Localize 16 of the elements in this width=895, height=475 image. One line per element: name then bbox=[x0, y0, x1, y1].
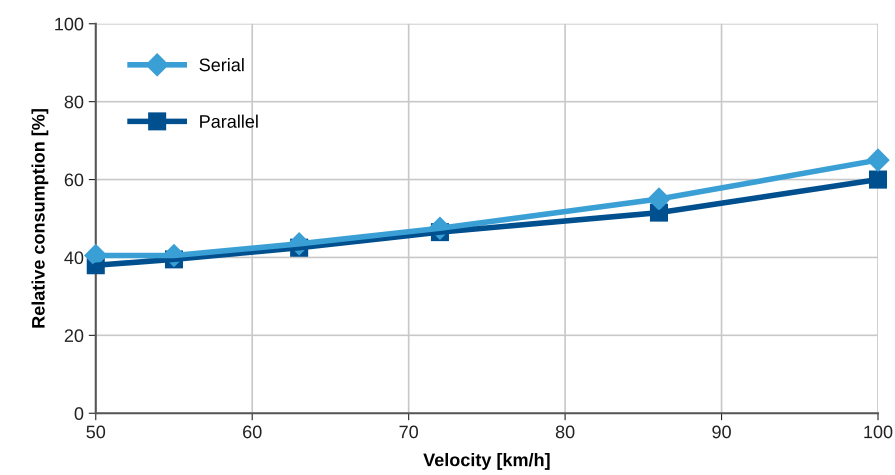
x-axis-title: Velocity [km/h] bbox=[423, 453, 550, 470]
y-tick-label: 100 bbox=[55, 18, 84, 30]
x-tick-label: 70 bbox=[400, 426, 418, 438]
y-tick-label: 60 bbox=[64, 173, 84, 186]
y-tick-label: 80 bbox=[64, 96, 84, 108]
x-tick-label: 50 bbox=[86, 426, 106, 438]
x-tick-label: 80 bbox=[556, 426, 574, 438]
x-tick-label: 100 bbox=[864, 426, 892, 438]
legend-label: Parallel bbox=[200, 114, 258, 128]
legend-label: Serial bbox=[200, 58, 244, 72]
x-tick-label: 90 bbox=[712, 426, 731, 438]
y-tick-label: 40 bbox=[64, 251, 84, 264]
y-axis-title: Relative consumption [%] bbox=[31, 109, 48, 328]
y-tick-label: 20 bbox=[64, 329, 84, 342]
y-tick-label: 0 bbox=[74, 407, 84, 420]
x-tick-label: 60 bbox=[243, 426, 262, 438]
